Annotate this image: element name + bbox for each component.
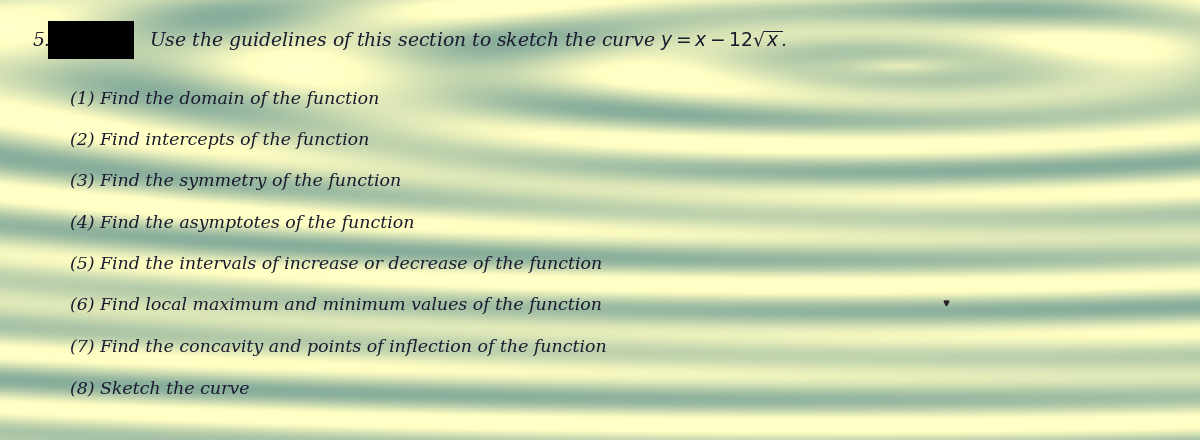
Text: (3) Find the symmetry of the function: (3) Find the symmetry of the function: [70, 173, 401, 190]
Text: (2) Find intercepts of the function: (2) Find intercepts of the function: [70, 132, 368, 149]
Text: (1) Find the domain of the function: (1) Find the domain of the function: [70, 91, 379, 107]
Bar: [48, 21, 134, 59]
Text: (6) Find local maximum and minimum values of the function: (6) Find local maximum and minimum value…: [70, 297, 601, 314]
Text: (7) Find the concavity and points of inflection of the function: (7) Find the concavity and points of inf…: [70, 339, 606, 356]
Text: Use the guidelines of this section to sketch the curve $y = x - 12\sqrt{x}$.: Use the guidelines of this section to sk…: [149, 29, 786, 53]
Text: (5) Find the intervals of increase or decrease of the function: (5) Find the intervals of increase or de…: [70, 256, 602, 273]
Text: (4) Find the asymptotes of the function: (4) Find the asymptotes of the function: [70, 215, 414, 231]
Text: 5.: 5.: [32, 33, 50, 50]
Text: (8) Sketch the curve: (8) Sketch the curve: [70, 380, 250, 397]
